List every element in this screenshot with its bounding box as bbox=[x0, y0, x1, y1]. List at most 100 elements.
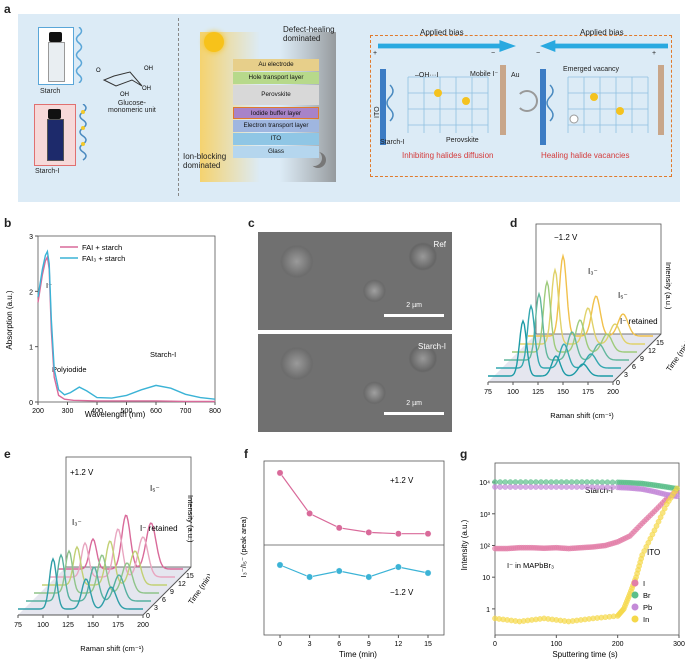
data-point bbox=[497, 484, 503, 490]
t-tick-label: 9 bbox=[170, 589, 174, 596]
x-tick-label: 200 bbox=[137, 622, 149, 629]
chart-d-floor bbox=[488, 334, 661, 382]
x-tick-label: 0 bbox=[493, 641, 497, 648]
data-point bbox=[507, 479, 514, 485]
x-tick-label: 15 bbox=[424, 641, 432, 648]
ito-label: ITO bbox=[374, 106, 381, 118]
data-point bbox=[573, 484, 580, 490]
data-point bbox=[335, 524, 343, 532]
plus-right: + bbox=[652, 50, 657, 57]
chart-g-mapbbr-label: I⁻ in MAPbBr₃ bbox=[507, 561, 554, 570]
i5-label: I₅⁻ bbox=[618, 291, 628, 300]
intensity-label: Intensity (a.u.) bbox=[186, 495, 195, 543]
starchI-label: Starch-I bbox=[35, 168, 60, 175]
data-point bbox=[558, 484, 565, 490]
chart-b-ylabel: Absorption (a.u.) bbox=[5, 290, 14, 349]
sem-ref-label: Ref bbox=[433, 240, 446, 249]
starchI-helix-icon bbox=[79, 104, 87, 161]
starch-helix-icon bbox=[75, 27, 83, 83]
divider bbox=[178, 18, 179, 196]
xlabel: Raman shift (cm⁻¹) bbox=[80, 644, 144, 653]
scale-bar-label-2: 2 µm bbox=[406, 400, 422, 407]
i5-label: I₅⁻ bbox=[150, 484, 160, 493]
data-point bbox=[589, 484, 595, 490]
applied-bias-label: Applied bias bbox=[420, 28, 464, 37]
x-tick-label: 6 bbox=[337, 641, 341, 648]
raman-spectrum bbox=[520, 267, 645, 345]
data-point bbox=[568, 484, 575, 490]
data-point bbox=[306, 510, 314, 517]
data-point bbox=[548, 484, 555, 490]
t-tick-label: 0 bbox=[146, 613, 150, 620]
chart-f-bottom-label: −1.2 V bbox=[390, 588, 414, 597]
y-tick-label: 3 bbox=[29, 234, 33, 241]
y-tick-label: 0 bbox=[29, 400, 33, 407]
data-point bbox=[512, 479, 519, 485]
data-point bbox=[497, 479, 503, 485]
chart-e-t-axis bbox=[142, 566, 192, 616]
x-tick-label: 125 bbox=[62, 622, 74, 629]
data-point bbox=[579, 479, 585, 485]
x-tick-label: 175 bbox=[112, 622, 124, 629]
data-point bbox=[563, 479, 570, 485]
panel-g-label: g bbox=[460, 447, 468, 461]
applied-bias-label-2: Applied bias bbox=[580, 28, 624, 37]
starch-vial-box bbox=[38, 27, 74, 85]
t-tick-label: 12 bbox=[648, 348, 656, 355]
t-tick-label: 15 bbox=[186, 573, 194, 580]
minus-left: − bbox=[491, 50, 496, 57]
annot-iodide: I⁻ bbox=[46, 281, 52, 290]
data-point bbox=[553, 479, 560, 485]
chart-f-top-label: +1.2 V bbox=[390, 476, 414, 485]
data-point bbox=[492, 479, 498, 485]
sun-icon bbox=[204, 32, 224, 52]
x-tick-label: 800 bbox=[209, 408, 221, 415]
legend-marker bbox=[631, 615, 639, 623]
data-point bbox=[517, 484, 524, 490]
time-label: Time (min) bbox=[664, 338, 685, 373]
data-point bbox=[573, 479, 580, 485]
legend-label: I bbox=[643, 579, 645, 588]
retained-label: I⁻ retained bbox=[620, 317, 658, 326]
xlabel: Raman shift (cm⁻¹) bbox=[550, 411, 614, 420]
annot-polyiodide: Polyiodide bbox=[52, 365, 87, 374]
cycle-arrow-icon bbox=[516, 90, 538, 112]
chart-g-starchI-label: Starch-I bbox=[585, 486, 613, 495]
legend-fai: FAI + starch bbox=[82, 243, 122, 252]
vial-dark bbox=[47, 119, 64, 161]
chart-b-xlabel: Wavelength (nm) bbox=[85, 410, 146, 419]
voltage-label: −1.2 V bbox=[554, 233, 578, 242]
t-tick-label: 9 bbox=[640, 356, 644, 363]
layer-htl: Hole transport layer bbox=[233, 72, 319, 84]
glucose-structure-icon: OH O OH OH bbox=[96, 66, 153, 98]
data-point bbox=[594, 479, 601, 485]
data-point bbox=[543, 484, 549, 490]
chart-f: Time (min) I₃⁻/I₅⁻ (peak area) +1.2 V −1… bbox=[239, 460, 445, 659]
data-point bbox=[394, 530, 402, 538]
svg-text:O: O bbox=[96, 68, 101, 74]
data-point bbox=[517, 479, 524, 485]
y-tick-label: 1 bbox=[486, 607, 490, 614]
data-point bbox=[563, 484, 570, 490]
t-tick-label: 15 bbox=[656, 340, 664, 347]
scale-bar-1 bbox=[384, 314, 444, 317]
data-point bbox=[533, 479, 539, 485]
data-point bbox=[599, 479, 606, 486]
data-point bbox=[609, 479, 616, 486]
y-tick-label: 10 bbox=[482, 575, 490, 582]
sem-image-ref: Ref 2 µm bbox=[258, 232, 452, 330]
vial-cap bbox=[49, 32, 62, 42]
ion-blocking-label: Ion-blocking dominated bbox=[183, 152, 227, 170]
y-tick-label: 10⁴ bbox=[479, 480, 490, 487]
data-point bbox=[584, 479, 590, 485]
i3-label: I₃⁻ bbox=[72, 518, 82, 527]
emerged-vacancy-label: Emerged vacancy bbox=[563, 66, 620, 73]
sem-starchI-label: Starch-I bbox=[417, 342, 446, 351]
raman-spectrum bbox=[18, 557, 143, 610]
chart-g-ito-label: ITO bbox=[647, 548, 660, 557]
panel-c-label: c bbox=[248, 216, 255, 230]
t-tick-label: 0 bbox=[616, 380, 620, 387]
x-tick-label: 200 bbox=[607, 389, 619, 396]
data-point bbox=[335, 567, 343, 575]
